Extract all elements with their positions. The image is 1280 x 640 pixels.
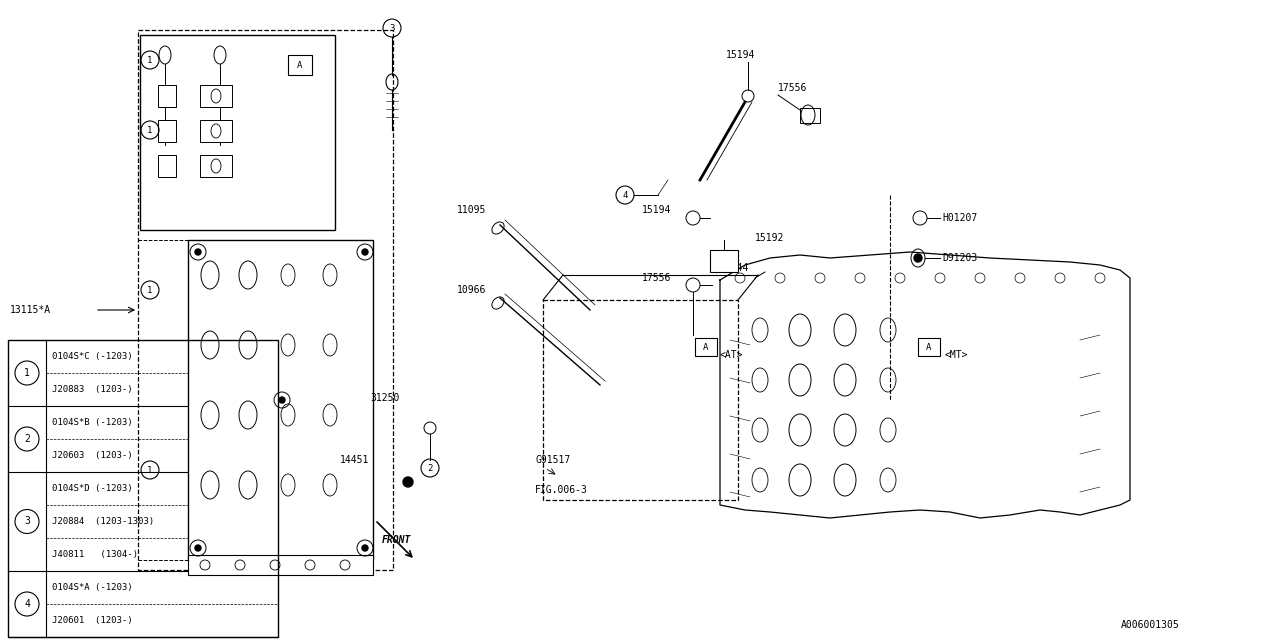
Text: 13115*A: 13115*A — [10, 305, 51, 315]
Bar — [200, 85, 232, 107]
Bar — [288, 55, 312, 75]
Bar — [8, 340, 278, 637]
Bar — [140, 35, 335, 230]
Text: D91203: D91203 — [942, 253, 977, 263]
Text: H01207: H01207 — [942, 213, 977, 223]
Bar — [188, 555, 372, 575]
Bar — [710, 250, 739, 272]
Text: J20601  (1203-): J20601 (1203-) — [52, 616, 133, 625]
Text: 11044: 11044 — [721, 263, 749, 273]
Bar — [200, 155, 232, 177]
Text: 4: 4 — [24, 599, 29, 609]
Bar — [695, 338, 717, 356]
Text: 15194: 15194 — [726, 50, 755, 60]
Text: A006001305: A006001305 — [1120, 620, 1179, 630]
Text: 1: 1 — [147, 285, 152, 294]
Circle shape — [362, 545, 369, 551]
Text: 1: 1 — [147, 125, 152, 134]
Bar — [543, 300, 739, 500]
Bar — [157, 85, 177, 107]
Text: J40811   (1304-): J40811 (1304-) — [52, 550, 138, 559]
Text: J20603  (1203-): J20603 (1203-) — [52, 451, 133, 460]
Text: A: A — [297, 61, 302, 70]
Circle shape — [279, 397, 285, 403]
Text: 15194: 15194 — [643, 205, 672, 215]
Text: 2: 2 — [24, 434, 29, 444]
Text: 17556: 17556 — [778, 83, 808, 93]
Text: FRONT: FRONT — [381, 535, 411, 545]
Text: A: A — [703, 342, 709, 351]
Text: 4: 4 — [622, 191, 627, 200]
Text: FIG.006-3: FIG.006-3 — [535, 485, 588, 495]
Text: 14451: 14451 — [340, 455, 370, 465]
Polygon shape — [721, 252, 1130, 518]
Bar — [918, 338, 940, 356]
Text: J20883  (1203-): J20883 (1203-) — [52, 385, 133, 394]
Text: 1: 1 — [147, 465, 152, 474]
Text: 1: 1 — [24, 368, 29, 378]
Text: <AT>: <AT> — [721, 350, 744, 360]
Text: 0104S*D (-1203): 0104S*D (-1203) — [52, 484, 133, 493]
Bar — [157, 120, 177, 142]
Text: 0104S*C (-1203): 0104S*C (-1203) — [52, 352, 133, 361]
Text: 10966: 10966 — [457, 285, 486, 295]
Circle shape — [195, 249, 201, 255]
Text: 11095: 11095 — [457, 205, 486, 215]
Text: 15192: 15192 — [755, 233, 785, 243]
Text: J20884  (1203-1303): J20884 (1203-1303) — [52, 517, 154, 526]
Text: 2: 2 — [428, 463, 433, 472]
Text: 3: 3 — [24, 516, 29, 527]
Circle shape — [362, 249, 369, 255]
Text: 3: 3 — [389, 24, 394, 33]
Text: A: A — [927, 342, 932, 351]
Text: 0104S*B (-1203): 0104S*B (-1203) — [52, 418, 133, 427]
Bar — [188, 240, 372, 560]
Circle shape — [914, 254, 922, 262]
Circle shape — [195, 545, 201, 551]
Text: 17556: 17556 — [643, 273, 672, 283]
Text: 0104S*A (-1203): 0104S*A (-1203) — [52, 583, 133, 592]
Bar — [138, 30, 393, 570]
Text: 31250: 31250 — [370, 393, 399, 403]
Text: 1: 1 — [147, 56, 152, 65]
Bar — [157, 155, 177, 177]
Circle shape — [403, 477, 413, 487]
Text: <MT>: <MT> — [945, 350, 969, 360]
Bar — [800, 108, 820, 123]
Bar — [200, 120, 232, 142]
Text: G91517: G91517 — [535, 455, 571, 465]
